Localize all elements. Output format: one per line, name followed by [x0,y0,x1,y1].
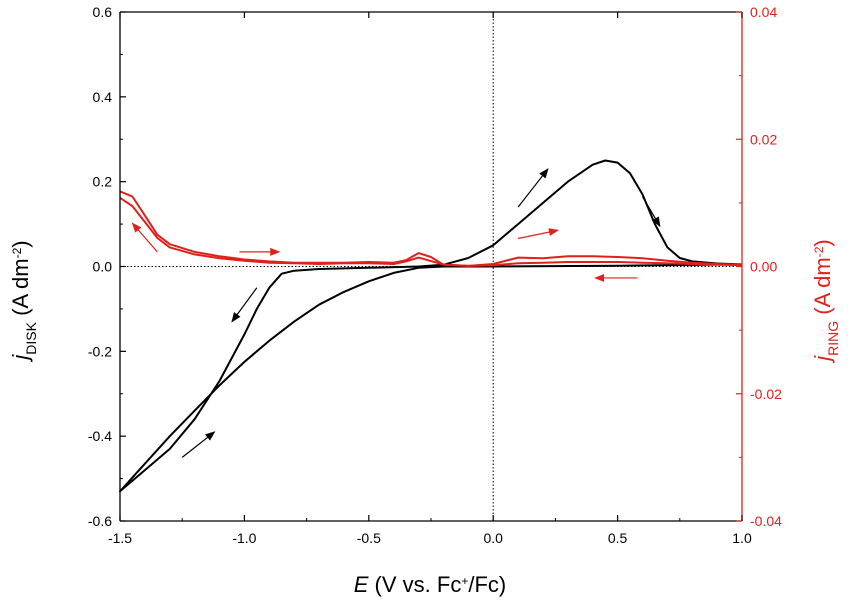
x-tick-label: 0.0 [483,530,503,546]
left-y-tick-label: 0.2 [93,174,113,190]
left-y-axis-ticks: -0.6 -0.4 -0.2 0.0 0.2 0.4 0.6 [88,4,126,529]
scan-direction-arrow [517,228,559,240]
series-group [119,159,743,493]
right-y-axis-title: jRING (A dm-2) [810,239,841,363]
right-y-tick-label: 0.02 [750,131,777,147]
ring-current-curve-2 [119,196,743,267]
right-y-tick-label: -0.04 [750,513,782,529]
left-y-tick-label: -0.4 [88,428,112,444]
x-tick-label: 0.5 [608,530,628,546]
x-tick-label: -1.0 [232,530,256,546]
scan-direction-arrow [181,431,216,458]
left-y-tick-label: 0.6 [93,4,113,20]
right-y-axis-ticks: -0.04 -0.02 0.00 0.02 0.04 [736,4,782,529]
left-y-tick-label: 0.0 [93,259,113,275]
x-tick-label: 1.0 [732,530,752,546]
scan-direction-arrow [231,287,258,323]
x-tick-label: -1.5 [108,530,132,546]
scan-direction-arrow [131,222,158,253]
right-y-tick-label: 0.00 [750,259,777,275]
left-y-tick-label: -0.2 [88,343,112,359]
scan-direction-arrow [641,196,661,228]
x-tick-label: -0.5 [357,530,381,546]
right-y-tick-label: 0.04 [750,4,777,20]
direction-arrows [131,168,661,458]
disk-current-curve-0 [119,159,743,493]
ring-current-curve-1 [119,190,743,267]
scan-direction-arrow [517,168,549,208]
left-y-tick-label: 0.4 [93,89,113,105]
right-y-tick-label: -0.02 [750,386,782,402]
left-y-axis-title: jDISK (A dm-2) [8,240,39,362]
x-axis-ticks: -1.5 -1.0 -0.5 0.0 0.5 1.0 [108,12,752,546]
x-axis-title: E (V vs. Fc+/Fc) [354,572,506,597]
left-y-tick-label: -0.6 [88,513,112,529]
